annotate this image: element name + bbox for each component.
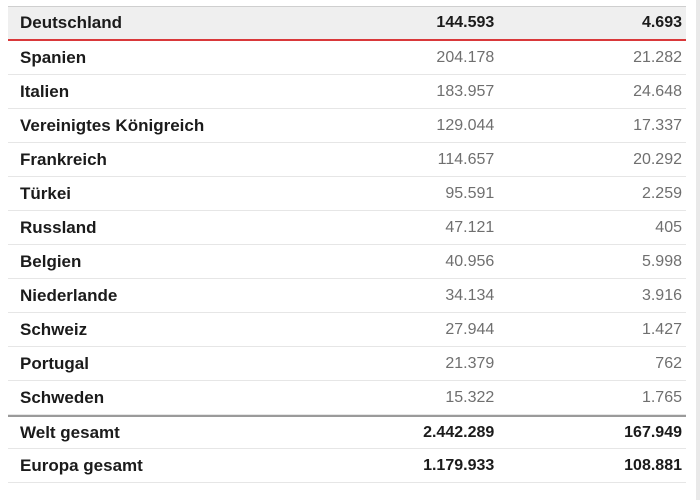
row-country-name: Spanien	[20, 47, 87, 67]
row-total-value-b: 167.949	[624, 423, 682, 441]
row-value-b: 4.693	[641, 14, 682, 31]
table-row[interactable]: Belgien 40.956 5.998	[8, 245, 686, 279]
table-row[interactable]: Portugal 21.379 762	[8, 347, 686, 381]
row-value-a: 40.956	[445, 252, 495, 270]
row-value-b: 762	[655, 354, 682, 372]
row-total-value-b: 108.881	[624, 456, 682, 474]
row-value-b: 17.337	[633, 116, 682, 134]
row-value-a: 27.944	[445, 320, 495, 338]
table-row[interactable]: Schweiz 27.944 1.427	[8, 313, 686, 347]
table-row-total[interactable]: Welt gesamt 2.442.289 167.949	[8, 415, 686, 449]
table-row-total[interactable]: Europa gesamt 1.179.933 108.881	[8, 449, 686, 483]
row-country-name: Belgien	[20, 251, 82, 271]
row-country-name: Frankreich	[20, 149, 107, 169]
row-value-a: 183.957	[436, 82, 495, 100]
table-top-edge	[8, 0, 686, 6]
row-value-a: 15.322	[445, 388, 495, 406]
table-row[interactable]: Vereinigtes Königreich 129.044 17.337	[8, 109, 686, 143]
row-country-name: Russland	[20, 217, 97, 237]
country-statistics-table: Deutschland 144.593 4.693 Spanien 204.17…	[8, 6, 686, 483]
table-row[interactable]: Frankreich 114.657 20.292	[8, 143, 686, 177]
row-value-b: 21.282	[633, 48, 682, 66]
row-value-a: 21.379	[445, 354, 495, 372]
row-value-a: 204.178	[436, 48, 495, 66]
table-row[interactable]: Italien 183.957 24.648	[8, 75, 686, 109]
row-total-value-a: 2.442.289	[423, 423, 495, 441]
row-value-a: 129.044	[436, 116, 495, 134]
row-country-name: Italien	[20, 81, 70, 101]
row-value-b: 24.648	[633, 82, 682, 100]
row-value-a: 95.591	[445, 184, 495, 202]
table-row[interactable]: Schweden 15.322 1.765	[8, 381, 686, 415]
row-country-name: Portugal	[20, 353, 89, 373]
row-value-a: 47.121	[445, 218, 495, 236]
row-value-b: 2.259	[641, 184, 682, 202]
row-value-b: 5.998	[641, 252, 682, 270]
row-value-b: 1.765	[641, 388, 682, 406]
row-value-a: 144.593	[436, 14, 495, 31]
table-row[interactable]: Türkei 95.591 2.259	[8, 177, 686, 211]
row-country-name: Deutschland	[20, 13, 123, 32]
row-value-a: 114.657	[437, 150, 495, 168]
row-value-a: 34.134	[445, 286, 495, 304]
row-value-b: 405	[655, 218, 682, 236]
row-country-name: Niederlande	[20, 285, 118, 305]
table-row[interactable]: Niederlande 34.134 3.916	[8, 279, 686, 313]
row-value-b: 3.916	[641, 286, 682, 304]
row-total-name: Welt gesamt	[20, 422, 120, 442]
row-country-name: Vereinigtes Königreich	[20, 115, 205, 135]
row-value-b: 20.292	[633, 150, 682, 168]
row-total-value-a: 1.179.933	[423, 456, 495, 474]
table-row[interactable]: Spanien 204.178 21.282	[8, 41, 686, 75]
row-total-name: Europa gesamt	[20, 455, 143, 475]
row-country-name: Türkei	[20, 183, 72, 203]
window-right-edge	[696, 0, 700, 500]
table-row[interactable]: Russland 47.121 405	[8, 211, 686, 245]
row-country-name: Schweiz	[20, 319, 88, 339]
row-value-b: 1.427	[641, 320, 682, 338]
table-row-highlighted[interactable]: Deutschland 144.593 4.693	[8, 6, 686, 41]
row-country-name: Schweden	[20, 387, 105, 407]
